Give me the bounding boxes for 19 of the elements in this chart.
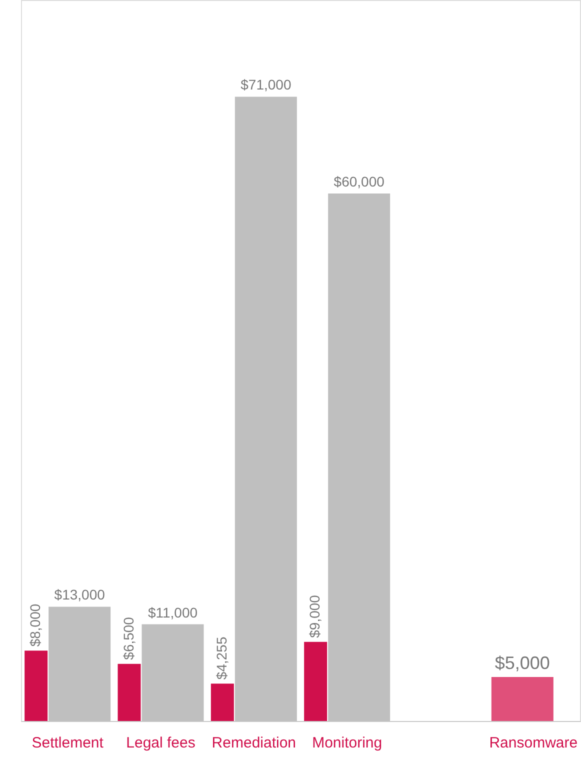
data-label: $11,000: [148, 604, 198, 620]
x-tick-label: Settlement: [32, 734, 104, 752]
data-label: $71,000: [240, 76, 292, 93]
bar: [210, 684, 234, 721]
data-label: $5,000: [494, 653, 550, 674]
data-label: $6,500: [120, 616, 136, 660]
data-label: $60,000: [334, 173, 385, 190]
bar: [24, 650, 48, 721]
bar: [118, 664, 141, 721]
x-tick-label: Legal fees: [126, 734, 196, 752]
x-tick-label: Ransomware: [489, 734, 578, 752]
data-label: $4,255: [213, 636, 230, 680]
data-label: $9,000: [306, 594, 323, 638]
data-label: $8,000: [27, 604, 44, 647]
x-tick-label: Monitoring: [312, 734, 382, 752]
bar: [304, 642, 328, 721]
bar: [491, 677, 554, 721]
data-label: $13,000: [54, 586, 106, 603]
x-tick-label: Remediation: [212, 734, 296, 752]
